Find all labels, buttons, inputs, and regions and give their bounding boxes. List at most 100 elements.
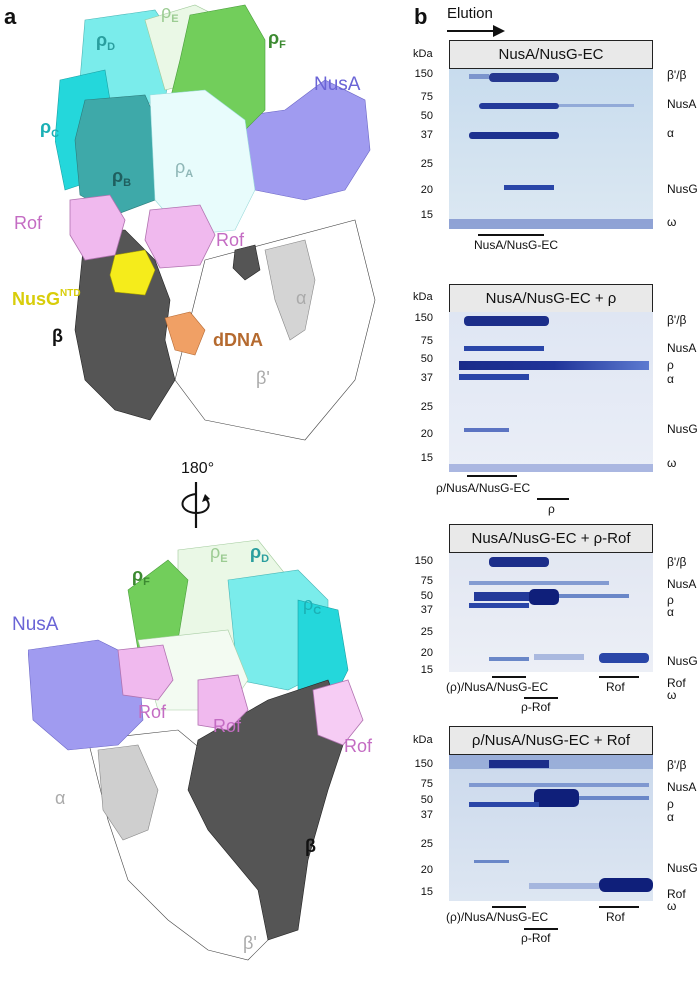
gel-2-mw-150: 150 bbox=[414, 312, 433, 324]
gel-2-band-nusa: NusA bbox=[667, 341, 697, 355]
gel-4-mw-25: 25 bbox=[420, 838, 433, 850]
gel-3-mw-150: 150 bbox=[414, 555, 433, 567]
gel-4-mw-50: 50 bbox=[420, 794, 433, 806]
gel-2-mw-15: 15 bbox=[420, 452, 433, 464]
gel-1-band-beta: β'/β bbox=[667, 68, 687, 82]
gel-4-mw-150: 150 bbox=[414, 758, 433, 770]
gel-4-fraction-label-1: (ρ)/NusA/NusG-EC bbox=[446, 910, 549, 924]
label-nusa-bottom: NusA bbox=[12, 614, 59, 635]
label-rof-2-bottom: Rof bbox=[213, 716, 242, 736]
gel-3-fraction-label-2: ρ-Rof bbox=[521, 700, 551, 714]
label-ddna: dDNA bbox=[213, 330, 263, 350]
gel-2-fraction-label-2: ρ bbox=[548, 502, 555, 516]
gel-3-fraction-bar-1 bbox=[492, 676, 526, 678]
gel-3-fraction-bar-2 bbox=[524, 697, 558, 699]
label-alpha-top: α bbox=[296, 288, 307, 308]
gel-3-band-omega: ω bbox=[667, 688, 677, 702]
gel-2-fraction-bar-1 bbox=[467, 475, 517, 477]
gel-3-image bbox=[449, 553, 653, 672]
label-rof-left-top: Rof bbox=[14, 213, 43, 233]
gel-2-mw-37: 37 bbox=[420, 372, 433, 384]
elution-arrow-icon bbox=[447, 25, 505, 37]
gel-3-band-rho: ρ bbox=[667, 593, 674, 607]
gel-3-band-nusg: NusG bbox=[667, 654, 698, 668]
gel-3-mw-75: 75 bbox=[420, 575, 433, 587]
gel-3-mw-25: 25 bbox=[420, 626, 433, 638]
gel-3-mw-20: 20 bbox=[420, 647, 433, 659]
elution-label: Elution bbox=[447, 5, 493, 22]
gel-4-mw-15: 15 bbox=[420, 886, 433, 898]
gel-1-kda-label: kDa bbox=[413, 48, 433, 60]
label-rho-a-top: ρA bbox=[175, 157, 194, 180]
gel-4-band-rof: Rof bbox=[667, 887, 686, 901]
gel-3-mw-50: 50 bbox=[420, 590, 433, 602]
label-nusg-ntd: NusGNTD bbox=[12, 288, 81, 309]
gel-2-title: NusA/NusG-EC + ρ bbox=[449, 284, 653, 313]
gel-2-band-nusg: NusG bbox=[667, 422, 698, 436]
label-rof-3-bottom: Rof bbox=[344, 736, 373, 756]
gel-1-band-nusg: NusG bbox=[667, 182, 698, 196]
gel-4-title: ρ/NusA/NusG-EC + Rof bbox=[449, 726, 653, 755]
gel-3-title: NusA/NusG-EC + ρ-Rof bbox=[449, 524, 653, 553]
gel-4-band-nusa: NusA bbox=[667, 780, 697, 794]
gel-1-band-nusa: NusA bbox=[667, 97, 697, 111]
gel-4-band-omega: ω bbox=[667, 899, 677, 913]
label-rho-d-top: ρD bbox=[96, 30, 116, 53]
gel-2-mw-75: 75 bbox=[420, 335, 433, 347]
gel-2-mw-20: 20 bbox=[420, 428, 433, 440]
label-rho-f-top: ρF bbox=[268, 28, 286, 51]
label-nusa-top: NusA bbox=[314, 74, 361, 95]
label-rho-b-top: ρB bbox=[112, 166, 132, 189]
gel-1-mw-25: 25 bbox=[420, 158, 433, 170]
label-beta-bottom: β bbox=[305, 836, 316, 856]
gel-1-image bbox=[449, 69, 653, 229]
gel-1-band-omega: ω bbox=[667, 215, 677, 229]
label-beta-prime-top: β' bbox=[256, 368, 270, 388]
label-rho-f-bottom: ρF bbox=[132, 565, 150, 588]
label-alpha-bottom: α bbox=[55, 788, 66, 808]
label-rof-center-top: Rof bbox=[216, 230, 245, 250]
gel-3-fraction-label-3: Rof bbox=[606, 680, 625, 694]
gel-2-band-beta: β'/β bbox=[667, 313, 687, 327]
rotation-label: 180° bbox=[181, 460, 215, 477]
gel-4-mw-37: 37 bbox=[420, 809, 433, 821]
gel-1-mw-75: 75 bbox=[420, 91, 433, 103]
label-rho-e-bottom: ρE bbox=[210, 542, 228, 565]
gel-1-title: NusA/NusG-EC bbox=[449, 40, 653, 69]
gel-2-mw-50: 50 bbox=[420, 353, 433, 365]
gel-2-band-rho: ρ bbox=[667, 358, 674, 372]
label-rho-c-bottom: ρC bbox=[303, 594, 322, 617]
gel-4-band-nusg: NusG bbox=[667, 861, 698, 875]
gel-1-mw-150: 150 bbox=[414, 68, 433, 80]
gel-3-fraction-label-1: (ρ)/NusA/NusG-EC bbox=[446, 680, 549, 694]
gel-4-fraction-bar-2 bbox=[524, 928, 558, 930]
rotation-arrow-icon bbox=[181, 482, 210, 528]
label-rho-e-top: ρE bbox=[161, 2, 179, 25]
gel-4-fraction-bar-3 bbox=[599, 906, 639, 908]
label-rho-c-top: ρC bbox=[40, 117, 60, 140]
gel-2-band-alpha: α bbox=[667, 372, 674, 386]
gel-4-image bbox=[449, 755, 653, 901]
gel-3-mw-15: 15 bbox=[420, 664, 433, 676]
gel-1-fraction-label: NusA/NusG-EC bbox=[474, 238, 559, 252]
gel-2-mw-25: 25 bbox=[420, 401, 433, 413]
gel-1-band-alpha: α bbox=[667, 126, 674, 140]
gel-4-band-rho: ρ bbox=[667, 797, 674, 811]
gel-3-band-rof: Rof bbox=[667, 676, 686, 690]
label-beta-top: β bbox=[52, 326, 63, 346]
gel-2-band-omega: ω bbox=[667, 456, 677, 470]
gel-4-mw-75: 75 bbox=[420, 778, 433, 790]
panel-letter-a: a bbox=[4, 4, 17, 29]
gel-1-mw-15: 15 bbox=[420, 209, 433, 221]
gel-4-mw-20: 20 bbox=[420, 864, 433, 876]
gel-3-band-nusa: NusA bbox=[667, 577, 697, 591]
bottom-structure-image bbox=[28, 539, 364, 961]
gel-4-fraction-label-2: ρ-Rof bbox=[521, 931, 551, 945]
gel-1-fraction-bar bbox=[478, 234, 544, 236]
gel-3-fraction-bar-3 bbox=[599, 676, 639, 678]
label-rho-d-bottom: ρD bbox=[250, 542, 270, 565]
label-beta-prime-bottom: β' bbox=[243, 933, 257, 953]
gel-3-mw-37: 37 bbox=[420, 604, 433, 616]
gel-1-mw-20: 20 bbox=[420, 184, 433, 196]
label-rof-1-bottom: Rof bbox=[138, 702, 167, 722]
